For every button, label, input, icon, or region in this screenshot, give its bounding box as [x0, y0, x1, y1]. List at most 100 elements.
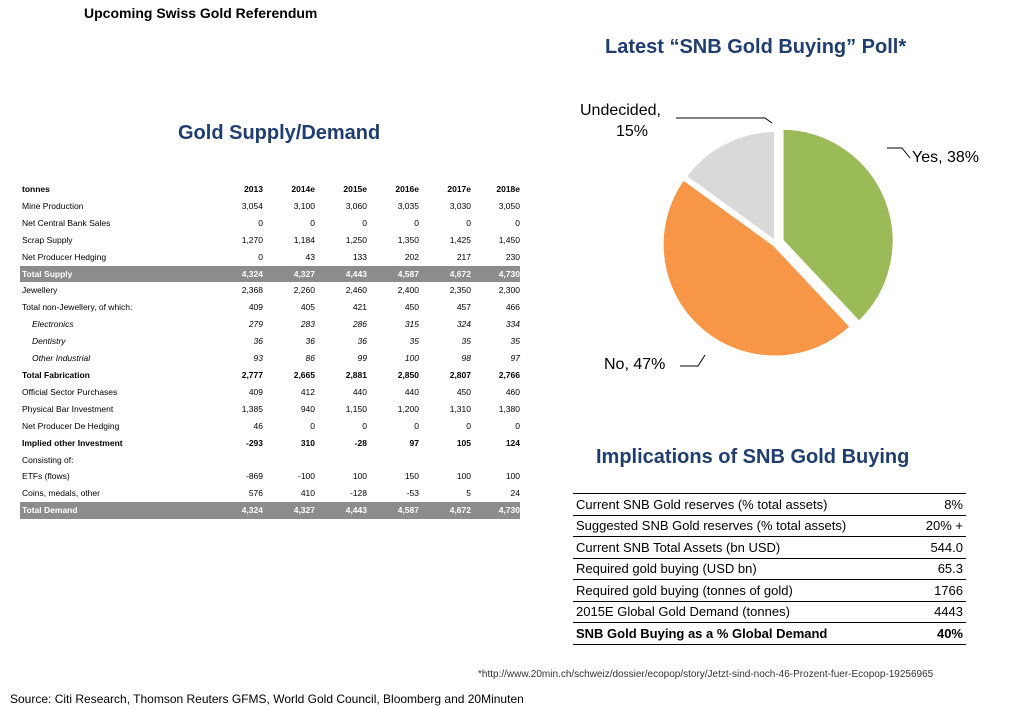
table-row: Official Sector Purchases 409 412 440 440 450… [20, 384, 520, 401]
row-value: -28 [354, 437, 367, 448]
row-value: 217 [456, 251, 471, 262]
row-value: 1,150 [345, 403, 367, 414]
row-value: 1,200 [397, 403, 419, 414]
implications-row: Required gold buying (USD bn) 65.3 [573, 557, 966, 580]
implications-label: 2015E Global Gold Demand (tonnes) [573, 600, 913, 623]
pie-label-undecided: Undecided, [580, 102, 661, 119]
row-value: -100 [297, 471, 315, 482]
row-value: 0 [466, 420, 471, 431]
row-value: 440 [352, 386, 367, 397]
row-value: 310 [300, 437, 315, 448]
row-label: Net Central Bank Sales [22, 217, 111, 228]
footnote: *http://www.20min.ch/schweiz/dossier/eco… [478, 669, 934, 680]
row-value: 4,672 [419, 265, 471, 283]
row-label: Consisting of: [22, 454, 74, 465]
row-value: 230 [505, 251, 520, 262]
row-value: 86 [305, 353, 315, 364]
row-value: 0 [466, 217, 471, 228]
row-value: 2,766 [498, 369, 520, 380]
row-value: 5 [466, 488, 471, 499]
implications-value: 544.0 [912, 536, 966, 558]
row-value: -128 [349, 488, 367, 499]
row-value: 0 [515, 217, 520, 228]
row-value: 315 [404, 319, 419, 330]
implications-row: Suggested SNB Gold reserves (% total ass… [573, 514, 966, 537]
row-value: 0 [515, 420, 520, 431]
row-value: 4,327 [263, 502, 315, 520]
table-row: Net Central Bank Sales 0 0 0 0 0 0 [20, 215, 520, 232]
source-note: Source: Citi Research, Thomson Reuters G… [10, 692, 524, 706]
implications-label: SNB Gold Buying as a % Global Demand [573, 622, 913, 645]
table-header-row: tonnes 2013 2014e 2015e 2016e 2017e 2018e [20, 181, 520, 198]
row-label: Scrap Supply [22, 234, 73, 245]
implications-label: Required gold buying (tonnes of gold) [573, 579, 913, 601]
row-value: 150 [404, 471, 419, 482]
row-value: 279 [248, 319, 263, 330]
row-value: 35 [510, 336, 520, 347]
row-value: 133 [352, 251, 367, 262]
row-value: 576 [248, 488, 263, 499]
row-value: 97 [510, 353, 520, 364]
row-label: Total Supply [20, 265, 208, 283]
row-value: 1,270 [241, 234, 263, 245]
page-title: Upcoming Swiss Gold Referendum [84, 5, 318, 21]
pie-slice-undecided [681, 127, 778, 247]
row-value: 466 [505, 302, 520, 313]
implications-value: 4443 [912, 600, 966, 623]
row-value: 2,460 [345, 285, 367, 296]
row-value: 2,350 [449, 285, 471, 296]
row-value: 2,368 [241, 285, 263, 296]
row-value: 3,060 [345, 200, 367, 211]
row-value: 0 [362, 217, 367, 228]
row-label: Other Industrial [32, 353, 91, 364]
row-value: 409 [248, 386, 263, 397]
row-value: 1,450 [498, 234, 520, 245]
poll-title: Latest “SNB Gold Buying” Poll* [605, 36, 907, 58]
row-value: 4,730 [471, 265, 520, 283]
row-label: Implied other Investment [22, 437, 123, 448]
table-row: Mine Production 3,054 3,100 3,060 3,035 3,030… [20, 198, 520, 215]
row-value: 36 [305, 336, 315, 347]
row-value: 3,050 [498, 200, 520, 211]
row-value: 99 [357, 353, 367, 364]
row-value: 202 [404, 251, 419, 262]
column-header-year: 2018e [496, 184, 520, 194]
implications-value: 65.3 [912, 557, 966, 580]
supply-demand-table: tonnes 2013 2014e 2015e 2016e 2017e 2018e Mine … [20, 181, 520, 520]
row-value: 2,777 [241, 369, 263, 380]
row-label: Mine Production [22, 200, 84, 211]
row-value: 334 [505, 319, 520, 330]
leader-line-undecided [676, 117, 773, 124]
row-value [471, 452, 520, 469]
row-value: -53 [406, 488, 419, 499]
table-row: Total Fabrication 2,777 2,665 2,881 2,850 2,8… [20, 367, 520, 384]
row-value: 409 [248, 302, 263, 313]
row-label: Total Fabrication [22, 369, 90, 380]
pie-label-no: No, 47% [604, 356, 665, 373]
column-header-year: 2016e [395, 184, 419, 194]
table-row: Scrap Supply 1,270 1,184 1,250 1,350 1,425 1,4… [20, 232, 520, 249]
row-value: 286 [352, 319, 367, 330]
row-value: 3,100 [293, 200, 315, 211]
row-value: 460 [505, 386, 520, 397]
implications-row: 2015E Global Gold Demand (tonnes) 4443 [573, 600, 966, 623]
row-value: 440 [404, 386, 419, 397]
row-value: 1,385 [241, 403, 263, 414]
implications-row: Current SNB Total Assets (bn USD) 544.0 [573, 536, 966, 558]
row-value: 3,030 [449, 200, 471, 211]
table-row: Total non-Jewellery, of which: 409 405 421 4… [20, 299, 520, 316]
row-value: -293 [245, 437, 263, 448]
supply-demand-title: Gold Supply/Demand [178, 122, 381, 144]
implications-value: 1766 [912, 579, 966, 601]
table-row: Consisting of: [20, 452, 520, 469]
row-value: 46 [253, 420, 263, 431]
row-value: 2,881 [345, 369, 367, 380]
row-value [367, 452, 419, 469]
column-header-year: 2013 [244, 184, 263, 194]
row-value: 35 [461, 336, 471, 347]
pie-label-undecided-value: 15% [616, 123, 648, 140]
row-value: 0 [362, 420, 367, 431]
row-label: Net Producer De Hedging [22, 420, 120, 431]
row-value: 421 [352, 302, 367, 313]
row-label: Coins, medals, other [22, 488, 100, 499]
